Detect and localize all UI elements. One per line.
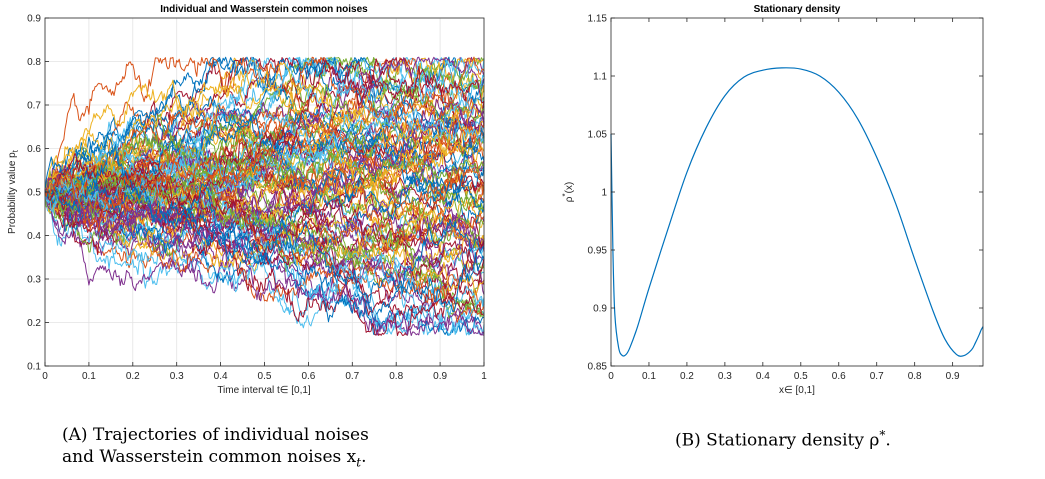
chart-a-y-label: Probability value pt	[7, 149, 20, 234]
trajectory-line	[44, 111, 485, 206]
chart-b-x-tick-label: 0.7	[870, 371, 884, 382]
caption-a-line1: Trajectories of individual noises	[92, 425, 369, 445]
chart-a-y-ticks: 0.1 0.2 0.3 0.4 0.5 0.6 0.7 0.8 0.9	[27, 14, 49, 373]
trajectory-line	[44, 134, 485, 269]
caption-a-end: .	[361, 447, 367, 467]
trajectory-line	[44, 143, 485, 323]
caption-b-text: Stationary density ρ	[706, 430, 880, 451]
stationary-density-chart: Stationary density 0 0.1 0.2 0.3 0.4 0.5 0.6 0.…	[561, 4, 984, 396]
chart-a-y-tick-label: 0.1	[27, 362, 41, 373]
chart-a-x-label: Time interval t∈ [0,1]	[217, 385, 311, 396]
chart-b-x-tick-label: 0.6	[832, 371, 846, 382]
chart-b-plot-area	[611, 18, 983, 366]
chart-a-x-tick-label: 0.7	[345, 371, 359, 382]
chart-b-x-ticks: 0 0.1 0.2 0.3 0.4 0.5 0.6 0.7 0.8 0.9	[608, 18, 960, 382]
trajectory-line	[44, 184, 485, 295]
chart-a-x-tick-label: 0.3	[170, 371, 184, 382]
chart-a-y-tick-label: 0.4	[27, 231, 41, 242]
chart-a-x-tick-label: 0.5	[258, 371, 272, 382]
chart-b-series-group	[610, 67, 984, 357]
chart-b-x-label: x∈ [0,1]	[779, 385, 815, 396]
chart-b-x-tick-label: 0.1	[642, 371, 656, 382]
chart-a-x-tick-label: 0.6	[301, 371, 315, 382]
chart-a-y-label-sub: t	[11, 149, 20, 152]
chart-b-x-tick-label: 0.4	[756, 371, 770, 382]
chart-a-x-tick-label: 0.4	[214, 371, 228, 382]
chart-b-y-tick-label: 1.05	[588, 130, 608, 141]
chart-b-x-tick-label: 0.8	[908, 371, 922, 382]
chart-b-y-ticks: 0.85 0.9 0.95 1 1.05 1.1 1.15	[588, 14, 983, 373]
chart-b-y-label-tail: (x)	[564, 182, 575, 194]
chart-b-x-tick-label: 0	[608, 371, 614, 382]
caption-a: (A) Trajectories of individual noises an…	[62, 424, 482, 473]
trajectory-line	[44, 177, 485, 248]
caption-a-line2: and Wasserstein common noises x	[62, 447, 357, 467]
trajectory-line	[44, 159, 485, 264]
chart-b-y-tick-label: 1	[601, 188, 607, 199]
chart-a-x-ticks: 0 0.1 0.2 0.3 0.4 0.5 0.6 0.7 0.8 0.9 1	[42, 362, 487, 382]
chart-b-x-tick-label: 0.9	[946, 371, 960, 382]
caption-b-tag: (B)	[675, 430, 701, 451]
chart-b-y-label-sup: *	[561, 193, 570, 196]
chart-a-y-tick-label: 0.5	[27, 188, 41, 199]
trajectory-line	[44, 101, 485, 237]
trajectory-line	[44, 164, 485, 336]
chart-a-y-tick-label: 0.8	[27, 57, 41, 68]
chart-b-title: Stationary density	[754, 4, 841, 15]
chart-b-y-tick-label: 0.85	[588, 362, 608, 373]
chart-a-x-tick-label: 0	[42, 371, 48, 382]
chart-b-x-tick-label: 0.2	[680, 371, 694, 382]
chart-a-y-tick-label: 0.6	[27, 144, 41, 155]
chart-a-x-tick-label: 0.9	[433, 371, 447, 382]
caption-b-sup: *	[879, 428, 886, 442]
trajectory-line	[44, 56, 485, 193]
trajectory-line	[44, 74, 485, 209]
chart-a-y-label-main: Probability value p	[7, 152, 18, 234]
trajectory-line	[44, 175, 485, 320]
chart-b-y-tick-label: 1.1	[593, 72, 607, 83]
chart-a-x-tick-label: 0.1	[82, 371, 96, 382]
chart-a-series-group	[44, 56, 485, 337]
chart-b-y-tick-label: 0.95	[588, 246, 608, 257]
chart-b-y-label-main: ρ	[564, 196, 575, 202]
chart-b-x-tick-label: 0.5	[794, 371, 808, 382]
chart-a-x-tick-label: 0.2	[126, 371, 140, 382]
trajectory-line	[44, 133, 485, 336]
chart-a-y-tick-label: 0.2	[27, 318, 41, 329]
chart-a-x-tick-label: 1	[481, 371, 487, 382]
chart-b-y-tick-label: 1.15	[588, 14, 608, 25]
chart-b-y-label: ρ*(x)	[561, 182, 575, 203]
caption-b-end: .	[885, 430, 891, 451]
chart-b-x-tick-label: 0.3	[718, 371, 732, 382]
density-curve	[610, 67, 984, 357]
caption-b: (B) Stationary density ρ*.	[675, 424, 1015, 452]
trajectories-chart: Individual and Wasserstein common noises…	[7, 4, 487, 396]
caption-a-tag: (A)	[62, 425, 88, 445]
trajectory-line	[44, 150, 485, 243]
trajectory-line	[44, 56, 485, 213]
chart-b-y-tick-label: 0.9	[593, 304, 607, 315]
trajectory-line	[44, 59, 485, 199]
caption-a-sub: t	[356, 455, 362, 470]
trajectory-line	[44, 92, 485, 212]
chart-a-y-tick-label: 0.7	[27, 101, 41, 112]
chart-a-y-tick-label: 0.3	[27, 275, 41, 286]
figure: Individual and Wasserstein common noises…	[7, 4, 984, 396]
chart-a-y-tick-label: 0.9	[27, 14, 41, 25]
trajectory-line	[44, 60, 485, 208]
chart-a-x-tick-label: 0.8	[389, 371, 403, 382]
chart-a-title: Individual and Wasserstein common noises	[160, 4, 368, 15]
